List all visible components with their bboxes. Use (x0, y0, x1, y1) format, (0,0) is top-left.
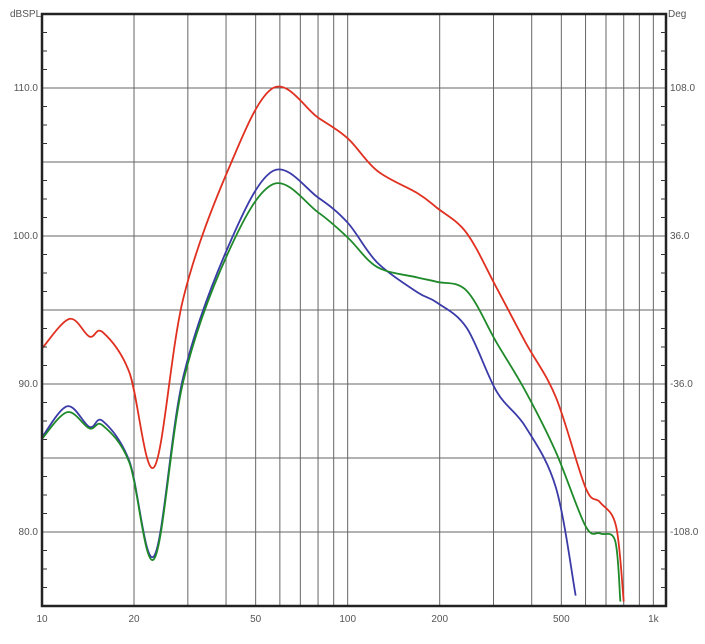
grid (42, 14, 666, 606)
y2-tick-label: -108.0 (670, 527, 699, 538)
x-tick-label: 50 (250, 614, 262, 625)
y-tick-label: 90.0 (19, 379, 39, 390)
y-axis-label: dBSPL (10, 9, 42, 20)
curves (41, 85, 625, 602)
x-tick-label: 200 (431, 614, 448, 625)
x-tick-label: 10 (36, 614, 48, 625)
y-tick-label: 110.0 (14, 83, 39, 94)
series-line-1 (41, 168, 577, 596)
x-tick-label: 20 (128, 614, 140, 625)
y2-tick-label: 36.0 (670, 231, 690, 242)
series-line-0 (41, 85, 625, 602)
series-line-2 (41, 182, 622, 602)
y-tick-label: 100.0 (13, 231, 38, 242)
axis-ticks: 10 20 50 100 200 500 1k 80.0 90.0 100.0 110.0 -108.… (13, 32, 699, 625)
y2-axis-label: Deg (668, 9, 686, 20)
plot-frame (40, 12, 668, 608)
y2-tick-label: -36.0 (670, 379, 693, 390)
x-tick-label: 500 (553, 614, 570, 625)
y-tick-label: 80.0 (19, 527, 39, 538)
y2-tick-label: 108.0 (670, 83, 695, 94)
x-tick-label: 100 (339, 614, 356, 625)
x-tick-label: 1k (648, 614, 660, 625)
